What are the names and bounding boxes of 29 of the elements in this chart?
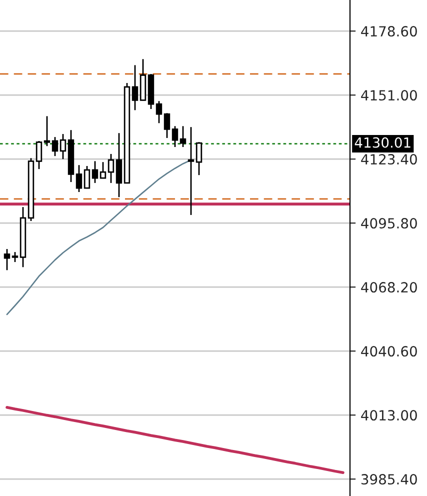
candlestick <box>156 100 162 124</box>
candlestick <box>172 125 178 148</box>
y-tick-label: 4040.60 <box>361 346 417 357</box>
candlestick <box>84 165 90 189</box>
y-tick-label: 4013.00 <box>361 410 417 421</box>
candlestick <box>52 136 58 157</box>
candlestick <box>108 153 114 184</box>
y-tick-label: 4095.80 <box>361 218 417 229</box>
candlestick <box>196 141 202 176</box>
candlestick <box>116 132 122 198</box>
y-tick-label: 3985.40 <box>361 474 417 485</box>
candlestick <box>100 161 106 179</box>
candlestick <box>4 248 10 271</box>
y-tick-label: 4151.00 <box>361 90 417 101</box>
y-tick-label: 4123.40 <box>361 154 417 165</box>
candlestick <box>164 112 170 139</box>
y-tick-label: 4178.60 <box>361 26 417 37</box>
y-tick-label: 4068.20 <box>361 282 417 293</box>
candlestick <box>76 164 82 193</box>
candlestick <box>44 115 50 147</box>
ref-line-label: 4130.01 <box>354 137 410 148</box>
line-series <box>6 406 344 474</box>
candlestick <box>12 251 18 263</box>
candlestick <box>132 64 138 111</box>
candlestick <box>188 126 194 216</box>
candlestick <box>60 133 66 160</box>
candlestick <box>180 125 186 148</box>
candlestick <box>36 140 42 170</box>
candlestick <box>92 160 98 184</box>
